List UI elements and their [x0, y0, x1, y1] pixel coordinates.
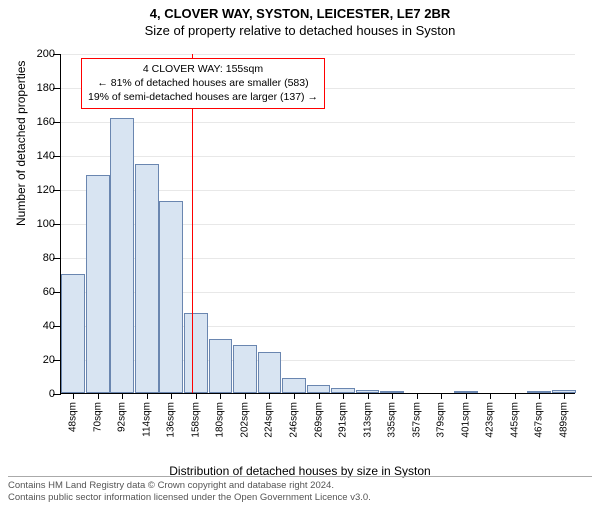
- histogram-bar: [61, 274, 85, 393]
- histogram-bar: [135, 164, 159, 394]
- x-tick: [98, 393, 99, 399]
- x-tick: [539, 393, 540, 399]
- x-tick: [417, 393, 418, 399]
- x-tick-label: 114sqm: [141, 402, 152, 437]
- x-tick: [515, 393, 516, 399]
- gridline: [61, 156, 575, 157]
- y-tick-label: 0: [25, 388, 55, 400]
- x-tick: [147, 393, 148, 399]
- x-tick: [392, 393, 393, 399]
- histogram-bar: [209, 339, 233, 393]
- x-tick-label: 489sqm: [558, 402, 569, 438]
- x-tick-label: 445sqm: [509, 402, 520, 438]
- x-tick: [564, 393, 565, 399]
- y-tick-label: 20: [25, 354, 55, 366]
- x-tick: [294, 393, 295, 399]
- y-tick-label: 100: [25, 218, 55, 230]
- x-tick-label: 379sqm: [436, 402, 447, 438]
- x-tick: [245, 393, 246, 399]
- x-tick-label: 92sqm: [117, 402, 128, 432]
- plot-area: 02040608010012014016018020048sqm70sqm92s…: [60, 54, 575, 394]
- annotation-line3: 19% of semi-detached houses are larger (…: [88, 90, 318, 104]
- y-tick-label: 140: [25, 150, 55, 162]
- gridline: [61, 54, 575, 55]
- x-tick-label: 180sqm: [215, 402, 226, 438]
- histogram-bar: [110, 118, 134, 393]
- y-tick-label: 200: [25, 48, 55, 60]
- x-tick: [319, 393, 320, 399]
- x-tick-label: 291sqm: [338, 402, 349, 438]
- footer-line2: Contains public sector information licen…: [8, 492, 592, 504]
- x-tick: [490, 393, 491, 399]
- histogram-bar: [258, 352, 282, 393]
- histogram-bar: [159, 201, 183, 393]
- chart-area: 02040608010012014016018020048sqm70sqm92s…: [60, 54, 575, 434]
- y-tick-label: 180: [25, 82, 55, 94]
- gridline: [61, 122, 575, 123]
- x-tick-label: 401sqm: [460, 402, 471, 438]
- y-tick-label: 120: [25, 184, 55, 196]
- x-tick: [441, 393, 442, 399]
- footer-line1: Contains HM Land Registry data © Crown c…: [8, 480, 592, 492]
- x-tick-label: 158sqm: [190, 402, 201, 438]
- annotation-line2: ← 81% of detached houses are smaller (58…: [88, 76, 318, 90]
- x-tick-label: 335sqm: [387, 402, 398, 438]
- x-tick: [343, 393, 344, 399]
- y-tick-label: 160: [25, 116, 55, 128]
- x-tick-label: 357sqm: [411, 402, 422, 438]
- x-tick-label: 269sqm: [313, 402, 324, 438]
- x-tick-label: 224sqm: [264, 402, 275, 438]
- y-tick-label: 60: [25, 286, 55, 298]
- x-tick: [269, 393, 270, 399]
- y-tick-label: 80: [25, 252, 55, 264]
- histogram-bar: [282, 378, 306, 393]
- x-tick: [466, 393, 467, 399]
- histogram-bar: [184, 313, 208, 393]
- x-tick-label: 202sqm: [239, 402, 250, 438]
- x-tick-label: 48sqm: [68, 402, 79, 432]
- x-tick-label: 246sqm: [288, 402, 299, 438]
- x-tick: [196, 393, 197, 399]
- histogram-bar: [86, 175, 110, 393]
- y-tick-label: 40: [25, 320, 55, 332]
- x-tick: [73, 393, 74, 399]
- x-tick: [171, 393, 172, 399]
- x-tick-label: 313sqm: [362, 402, 373, 438]
- x-tick-label: 70sqm: [92, 402, 103, 432]
- x-tick: [220, 393, 221, 399]
- x-tick: [122, 393, 123, 399]
- page-title-line1: 4, CLOVER WAY, SYSTON, LEICESTER, LE7 2B…: [0, 6, 600, 21]
- page-title-line2: Size of property relative to detached ho…: [0, 23, 600, 38]
- x-tick-label: 136sqm: [166, 402, 177, 438]
- x-tick: [368, 393, 369, 399]
- x-tick-label: 423sqm: [485, 402, 496, 438]
- histogram-bar: [307, 385, 331, 394]
- reference-annotation: 4 CLOVER WAY: 155sqm ← 81% of detached h…: [81, 58, 325, 109]
- annotation-line1: 4 CLOVER WAY: 155sqm: [88, 62, 318, 76]
- histogram-bar: [233, 345, 257, 393]
- x-tick-label: 467sqm: [534, 402, 545, 438]
